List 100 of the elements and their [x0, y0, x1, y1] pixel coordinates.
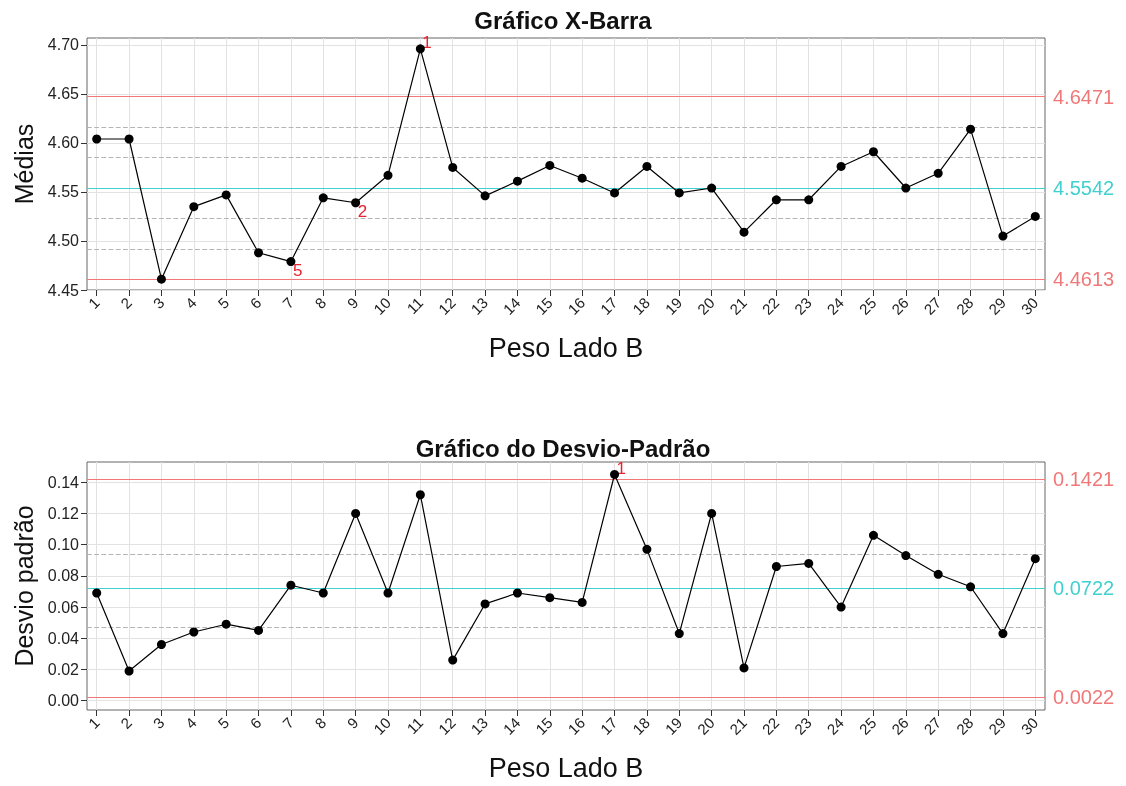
y-axis-title: Desvio padrão — [10, 505, 39, 667]
ref-line-label: 4.6471 — [1053, 85, 1115, 108]
point — [254, 248, 264, 258]
x-tick-label: 13 — [467, 713, 492, 738]
point — [545, 593, 555, 603]
x-tick-label: 21 — [726, 293, 751, 318]
y-tick-label: 4.45 — [47, 281, 80, 299]
annotation: 5 — [292, 261, 303, 281]
point — [577, 597, 587, 607]
point — [124, 666, 134, 676]
point — [92, 134, 102, 144]
x-tick-label: 17 — [596, 713, 621, 738]
x-tick-label: 22 — [758, 713, 783, 738]
x-tick-label: 16 — [564, 713, 589, 738]
x-tick-label: 9 — [343, 713, 362, 732]
point — [966, 582, 976, 592]
ref-line-label: 0.1421 — [1053, 468, 1115, 490]
y-tick-label: 0.04 — [47, 629, 80, 647]
point — [642, 544, 652, 554]
x-tick-label: 23 — [790, 293, 815, 318]
point — [383, 170, 393, 180]
x-tick-label: 13 — [467, 293, 492, 318]
x-tick-label: 10 — [370, 293, 394, 318]
point — [836, 161, 846, 171]
x-tick-label: 10 — [370, 713, 394, 738]
point — [610, 188, 620, 198]
y-tick-label: 0.10 — [47, 536, 80, 554]
x-tick-label: 12 — [434, 293, 459, 318]
x-tick-label: 8 — [311, 293, 330, 312]
point — [933, 168, 943, 178]
point — [610, 469, 620, 479]
x-tick-label: 19 — [661, 293, 686, 318]
x-tick-label: 17 — [596, 293, 621, 318]
y-tick-label: 0.08 — [47, 567, 80, 585]
x-tick-label: 15 — [532, 713, 556, 738]
x-axis-title: Peso Lado B — [488, 752, 644, 783]
x-tick-label: 20 — [693, 293, 718, 318]
annotation: 1 — [422, 33, 432, 53]
x-tick-label: 29 — [985, 293, 1009, 318]
x-tick-label: 30 — [1017, 713, 1042, 738]
point — [415, 44, 425, 54]
point — [415, 490, 425, 500]
chart-title: Gráfico X-Barra — [474, 6, 653, 34]
x-tick-label: 25 — [855, 293, 880, 318]
x-tick-label: 4 — [181, 293, 200, 312]
x-tick-label: 7 — [278, 713, 297, 732]
point — [771, 562, 781, 571]
x-tick-label: 6 — [246, 293, 265, 312]
y-axis-title: Médias — [10, 123, 39, 205]
x-tick-label: 18 — [629, 713, 653, 738]
x-tick-label: 1 — [84, 713, 103, 732]
x-tick-label: 30 — [1017, 293, 1042, 318]
y-tick-label: 4.50 — [47, 232, 80, 250]
point — [512, 588, 522, 598]
point — [221, 619, 231, 629]
x-tick-label: 25 — [855, 713, 880, 738]
x-tick-label: 5 — [214, 293, 233, 312]
point — [901, 551, 911, 561]
point — [966, 124, 976, 134]
point — [383, 588, 393, 598]
x-tick-label: 1 — [84, 293, 103, 312]
annotation: 2 — [357, 202, 368, 222]
point — [739, 663, 749, 673]
x-tick-label: 12 — [434, 713, 459, 738]
point — [480, 191, 490, 201]
point — [739, 227, 749, 237]
point — [577, 173, 587, 183]
x-tick-label: 15 — [532, 293, 556, 318]
point — [707, 508, 717, 518]
point — [318, 588, 328, 598]
point — [804, 195, 814, 205]
x-tick-label: 14 — [499, 293, 524, 318]
point — [771, 195, 781, 205]
x-tick-label: 29 — [985, 713, 1009, 738]
point — [1030, 554, 1040, 564]
point — [286, 257, 296, 267]
x-tick-label: 28 — [952, 713, 977, 738]
ref-line-label: 0.0722 — [1053, 577, 1115, 600]
point — [642, 161, 652, 171]
x-tick-label: 20 — [693, 713, 718, 738]
x-tick-label: 6 — [246, 713, 265, 732]
x-tick-label: 2 — [117, 293, 136, 312]
point — [189, 202, 199, 212]
x-tick-label: 8 — [311, 713, 330, 732]
point — [448, 655, 458, 665]
x-tick-label: 3 — [149, 293, 168, 312]
point — [156, 274, 166, 284]
x-tick-label: 7 — [278, 293, 297, 312]
x-tick-label: 2 — [117, 713, 136, 732]
point — [674, 629, 684, 639]
point — [1030, 211, 1040, 221]
x-tick-label: 27 — [920, 293, 945, 318]
x-tick-label: 26 — [888, 713, 912, 738]
point — [674, 188, 684, 198]
y-tick-label: 0.12 — [47, 504, 80, 522]
x-tick-label: 19 — [661, 713, 686, 738]
x-tick-label: 11 — [403, 713, 427, 738]
y-tick-label: 0.02 — [47, 660, 80, 678]
x-tick-label: 28 — [952, 293, 977, 318]
point — [156, 639, 166, 649]
